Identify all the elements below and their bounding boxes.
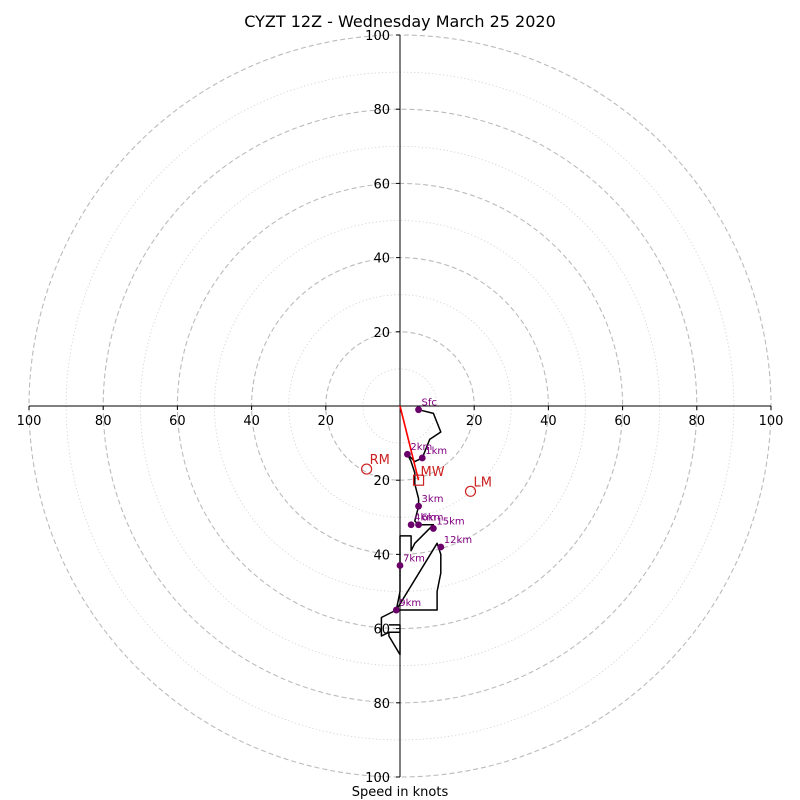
height-marker — [437, 543, 445, 551]
height-marker-label: 3km — [422, 494, 444, 505]
height-marker-label: 15km — [436, 516, 464, 527]
height-marker — [418, 454, 426, 462]
storm-motion-markers: RM LM MW — [361, 453, 492, 497]
x-tick-label: 20 — [318, 414, 335, 429]
x-tick-label: 100 — [759, 414, 784, 429]
y-tick-label: 80 — [373, 103, 390, 118]
storm-motion-label: LM — [473, 475, 491, 490]
height-marker-label: 1km — [425, 446, 447, 457]
y-tick-label: 60 — [373, 177, 390, 192]
storm-motion-circle — [361, 463, 373, 475]
y-tick-label: 20 — [373, 474, 390, 489]
height-marker-label: Sfc — [422, 398, 437, 409]
y-tick-label: 40 — [373, 548, 390, 563]
storm-motion-circle — [464, 485, 477, 497]
y-tick-label: 100 — [365, 29, 390, 44]
x-tick-label: 80 — [689, 414, 706, 429]
height-marker-label: 6km — [422, 513, 444, 524]
x-tick-label: 40 — [540, 414, 557, 429]
height-marker-label: 12km — [444, 535, 472, 546]
x-tick-label: 60 — [614, 414, 631, 429]
storm-motion-label: MW — [421, 465, 445, 480]
axis-ticks: 2020202040404040606060608080808010010010… — [17, 29, 784, 786]
height-marker — [407, 521, 415, 529]
height-marker — [396, 562, 404, 569]
height-marker — [429, 525, 437, 532]
height-marker — [415, 502, 422, 510]
x-tick-label: 20 — [466, 414, 483, 429]
y-tick-label: 20 — [373, 326, 390, 341]
x-tick-label: 40 — [243, 414, 260, 429]
y-tick-label: 80 — [373, 697, 390, 712]
x-tick-label: 80 — [95, 414, 112, 429]
height-marker — [392, 606, 400, 614]
chart-title: CYZT 12Z - Wednesday March 25 2020 — [244, 12, 556, 31]
height-marker — [415, 521, 422, 529]
height-marker-label: 2km — [410, 442, 432, 453]
height-marker-label: 9km — [399, 598, 421, 609]
height-marker — [415, 406, 422, 414]
x-tick-label: 60 — [169, 414, 186, 429]
x-axis-label: Speed in knots — [352, 785, 449, 800]
y-tick-label: 40 — [373, 252, 390, 267]
shear-vector — [399, 405, 420, 481]
storm-motion-label: RM — [370, 453, 390, 468]
height-marker — [404, 450, 411, 458]
x-tick-label: 100 — [17, 414, 42, 429]
height-marker-label: 4km — [414, 513, 436, 524]
height-marker-label: 7km — [403, 554, 425, 565]
y-tick-label: 100 — [365, 771, 390, 786]
storm-motion-square — [412, 474, 425, 486]
